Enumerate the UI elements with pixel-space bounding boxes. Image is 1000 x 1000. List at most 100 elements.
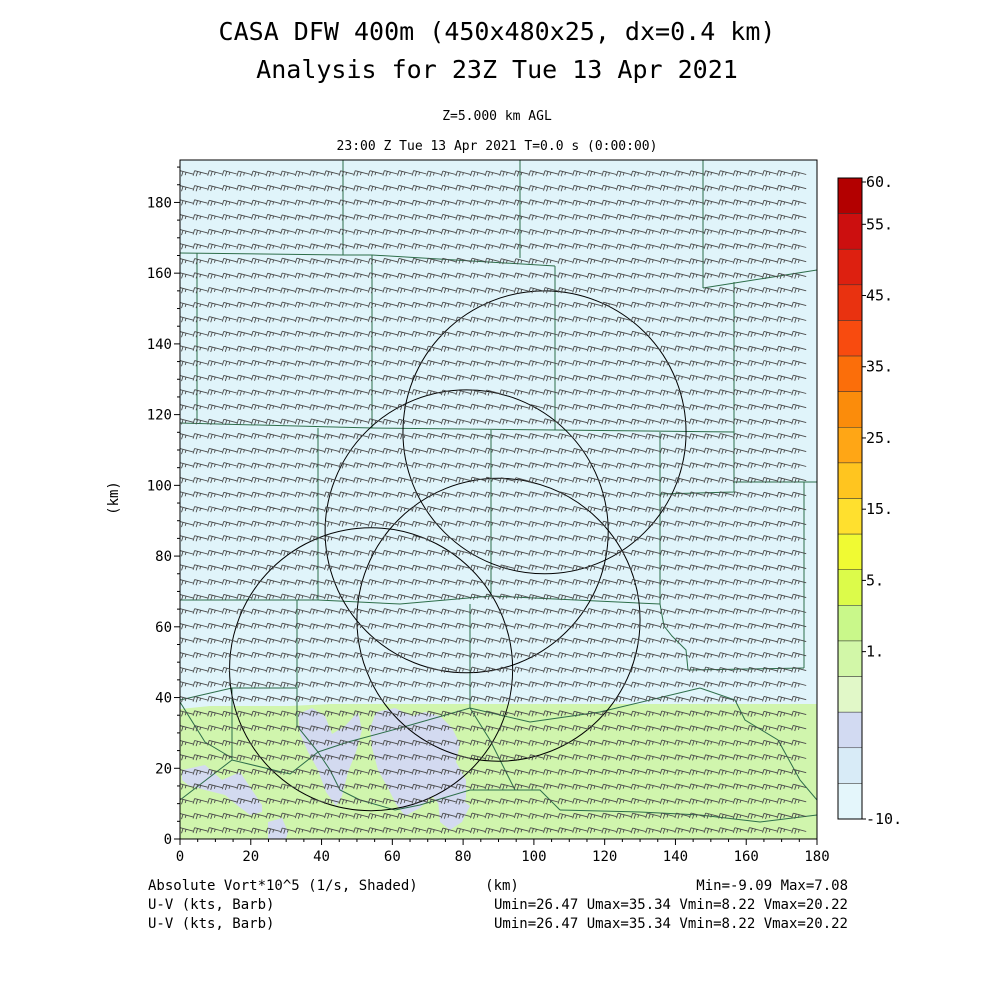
wind-barb xyxy=(586,579,602,586)
wind-barb xyxy=(309,623,325,630)
wind-barb xyxy=(484,214,500,221)
wind-barb xyxy=(776,579,792,586)
wind-barb xyxy=(659,798,675,805)
wind-barb xyxy=(659,330,675,337)
wind-barb xyxy=(776,170,792,177)
wind-barb xyxy=(426,535,442,542)
wind-barb xyxy=(703,272,719,279)
wind-barb xyxy=(689,316,705,323)
wind-barb xyxy=(645,403,661,410)
wind-barb xyxy=(513,287,529,294)
wind-barb xyxy=(294,739,310,746)
wind-barb xyxy=(557,608,573,615)
wind-barb xyxy=(280,184,296,191)
wind-barb xyxy=(732,667,748,674)
wind-barb xyxy=(557,258,573,265)
wind-barb xyxy=(601,374,617,381)
wind-barb xyxy=(674,579,690,586)
wind-barb xyxy=(791,637,807,644)
wind-barb xyxy=(630,432,646,440)
wind-barb xyxy=(499,827,515,834)
wind-barb xyxy=(572,549,588,557)
wind-barb xyxy=(367,243,383,250)
wind-barb xyxy=(557,418,573,425)
wind-barb xyxy=(294,798,310,805)
wind-barb xyxy=(732,199,748,206)
wind-barb xyxy=(251,608,267,615)
wind-barb xyxy=(776,228,792,236)
wind-barb xyxy=(659,739,675,746)
wind-barb xyxy=(513,374,529,381)
wind-barb xyxy=(180,375,194,382)
wind-barb xyxy=(484,330,500,337)
wind-barb xyxy=(309,287,325,294)
wind-barb xyxy=(659,287,675,294)
wind-barb xyxy=(674,491,690,498)
wind-barb xyxy=(470,301,486,308)
wind-barb xyxy=(207,579,223,586)
wind-barb xyxy=(513,258,529,265)
wind-barb xyxy=(470,637,486,644)
wind-barb xyxy=(586,535,602,542)
wind-barb xyxy=(324,170,340,177)
wind-barb xyxy=(338,579,354,586)
wind-barb xyxy=(689,301,705,308)
wind-barb xyxy=(455,170,471,177)
wind-barb xyxy=(265,812,281,819)
wind-barb xyxy=(528,608,544,615)
wind-barb xyxy=(718,448,734,455)
wind-barb xyxy=(689,345,705,352)
wind-barb xyxy=(776,798,792,805)
wind-barb xyxy=(251,359,267,367)
wind-barb xyxy=(367,229,383,236)
wind-barb xyxy=(251,418,267,425)
wind-barb xyxy=(762,579,778,586)
wind-barb xyxy=(601,491,617,498)
wind-barb xyxy=(338,374,354,381)
wind-barb xyxy=(645,812,661,819)
wind-barb xyxy=(397,214,413,221)
wind-barb xyxy=(689,228,705,235)
wind-barb xyxy=(674,433,690,440)
wind-barb xyxy=(616,520,632,527)
wind-barb xyxy=(382,360,398,367)
wind-barb xyxy=(674,345,690,352)
wind-barb xyxy=(543,535,559,542)
wind-barb xyxy=(265,432,281,440)
wind-barb xyxy=(251,330,267,338)
wind-barb xyxy=(776,506,792,513)
wind-barb xyxy=(382,739,398,747)
wind-barb xyxy=(747,301,763,309)
wind-barb xyxy=(630,345,646,352)
wind-barb xyxy=(616,389,632,396)
wind-barb xyxy=(630,462,646,469)
wind-barb xyxy=(630,549,646,557)
wind-barb xyxy=(528,637,544,644)
wind-barb xyxy=(265,199,281,206)
wind-barb xyxy=(440,783,456,790)
wind-barb xyxy=(601,812,617,819)
wind-barb xyxy=(470,622,486,629)
wind-barb xyxy=(586,506,602,513)
wind-barb xyxy=(470,827,486,834)
wind-barb xyxy=(382,725,398,732)
wind-barb xyxy=(251,389,267,396)
wind-barb xyxy=(251,681,267,688)
wind-barb xyxy=(718,272,734,279)
wind-barb xyxy=(732,229,748,236)
wind-barb xyxy=(280,549,296,556)
wind-barb xyxy=(703,769,719,776)
wind-barb xyxy=(718,404,734,411)
wind-barb xyxy=(499,360,515,367)
wind-barb xyxy=(513,812,529,819)
wind-barb xyxy=(791,359,807,367)
wind-barb xyxy=(776,389,792,396)
wind-barb xyxy=(616,374,632,381)
wind-barb xyxy=(470,389,486,396)
wind-barb xyxy=(776,184,792,192)
wind-barb xyxy=(470,476,486,483)
wind-barb xyxy=(689,389,705,396)
wind-barb xyxy=(309,331,325,338)
wind-barb xyxy=(528,199,544,206)
wind-barb xyxy=(513,798,529,805)
